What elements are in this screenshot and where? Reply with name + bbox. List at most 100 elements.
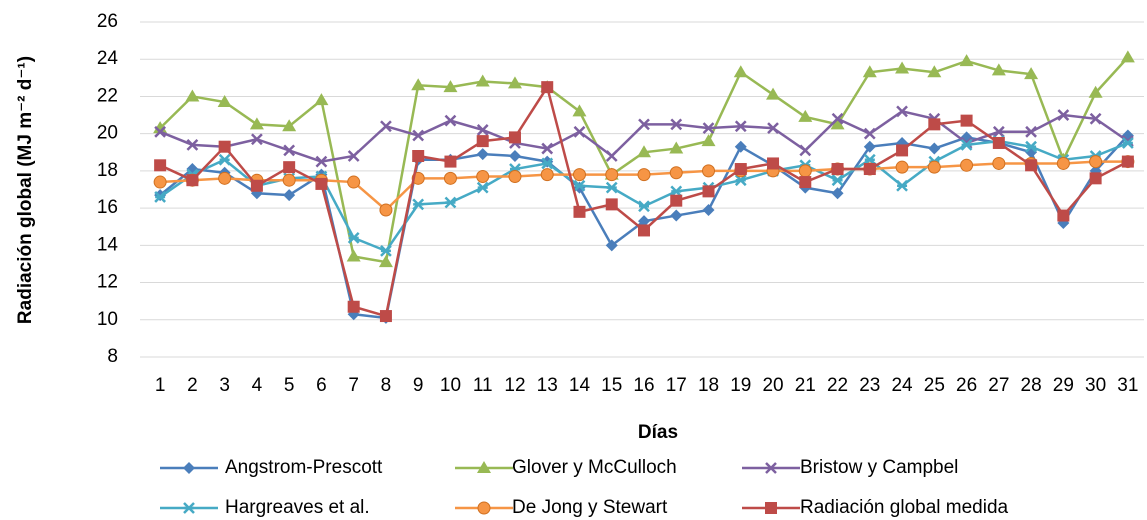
x-tick-label: 17: [666, 375, 687, 396]
y-tick-label: 20: [97, 123, 118, 144]
y-tick-label: 16: [97, 197, 118, 218]
marker: [476, 148, 489, 161]
marker: [638, 118, 650, 131]
marker: [765, 502, 777, 514]
marker: [1089, 112, 1102, 125]
x-tick-label: 8: [381, 375, 392, 396]
marker: [154, 125, 167, 138]
marker: [541, 81, 554, 94]
marker: [217, 95, 232, 108]
y-tick-label: 26: [97, 11, 118, 32]
marker: [153, 121, 168, 134]
marker: [250, 179, 263, 192]
x-tick-label: 2: [187, 375, 198, 396]
marker: [960, 158, 974, 172]
x-tick-label: 6: [316, 375, 327, 396]
x-tick-label: 1: [155, 375, 166, 396]
marker: [928, 142, 941, 155]
marker: [540, 168, 554, 182]
marker: [670, 194, 683, 207]
marker: [508, 150, 521, 162]
marker: [477, 461, 491, 473]
y-axis-label: Radiación global (MJ m⁻² d⁻¹): [15, 56, 36, 324]
x-tick-label: 3: [219, 375, 230, 396]
marker: [799, 176, 812, 189]
marker: [1121, 155, 1134, 168]
y-tick-label: 24: [97, 48, 119, 69]
marker: [412, 198, 425, 211]
marker: [960, 138, 973, 151]
marker: [185, 89, 200, 102]
marker: [1089, 172, 1102, 185]
legend-label: Radiación global medida: [800, 497, 1009, 518]
x-tick-label: 19: [730, 375, 751, 396]
marker: [283, 189, 296, 202]
marker: [767, 122, 779, 134]
y-tick-label: 18: [97, 160, 118, 181]
marker: [218, 153, 231, 166]
y-tick-label: 22: [97, 85, 118, 106]
marker: [443, 171, 457, 185]
x-tick-label: 13: [537, 375, 558, 396]
marker: [444, 114, 457, 127]
y-tick-label: 12: [97, 272, 118, 293]
marker: [895, 160, 909, 174]
marker: [444, 155, 457, 168]
marker: [992, 156, 1006, 170]
marker: [831, 174, 844, 187]
marker: [960, 114, 973, 127]
marker: [477, 501, 491, 515]
x-tick-label: 23: [859, 375, 880, 396]
x-tick-label: 27: [988, 375, 1009, 396]
marker: [249, 117, 264, 130]
marker: [702, 122, 715, 134]
marker: [346, 249, 361, 262]
marker: [1024, 67, 1039, 80]
y-tick-label: 14: [97, 234, 119, 255]
marker: [153, 175, 167, 189]
x-tick-label: 7: [348, 375, 359, 396]
marker: [1121, 137, 1134, 149]
marker: [541, 157, 554, 170]
marker: [347, 232, 360, 244]
marker: [251, 133, 263, 146]
marker: [605, 150, 618, 162]
marker: [798, 109, 813, 122]
marker: [605, 198, 618, 211]
marker: [379, 310, 392, 323]
marker: [702, 164, 716, 178]
marker: [573, 179, 586, 192]
legend-label: Glover y McCulloch: [512, 457, 677, 478]
marker: [218, 171, 232, 185]
marker: [669, 166, 683, 180]
marker: [379, 203, 393, 217]
marker: [734, 174, 747, 187]
x-tick-label: 30: [1085, 375, 1106, 396]
marker: [831, 187, 844, 200]
marker: [573, 205, 586, 218]
x-tick-label: 11: [473, 375, 493, 396]
marker: [218, 140, 231, 153]
x-tick-label: 12: [504, 375, 525, 396]
marker: [507, 76, 522, 89]
y-tick-label: 8: [107, 346, 118, 367]
y-tick-label: 10: [97, 309, 118, 330]
marker: [605, 168, 619, 182]
x-axis-label: Días: [638, 422, 678, 443]
marker: [670, 209, 683, 222]
marker: [895, 61, 910, 74]
x-tick-label: 15: [601, 375, 622, 396]
x-tick-label: 31: [1117, 375, 1138, 396]
marker: [475, 74, 490, 87]
marker: [831, 163, 844, 176]
marker: [186, 138, 199, 151]
marker: [863, 163, 876, 176]
x-tick-label: 16: [633, 375, 654, 396]
x-tick-label: 4: [252, 375, 263, 396]
marker: [541, 142, 554, 155]
marker: [1057, 209, 1070, 222]
marker: [476, 124, 489, 136]
marker: [928, 118, 941, 131]
marker: [315, 155, 328, 168]
marker: [183, 502, 195, 514]
